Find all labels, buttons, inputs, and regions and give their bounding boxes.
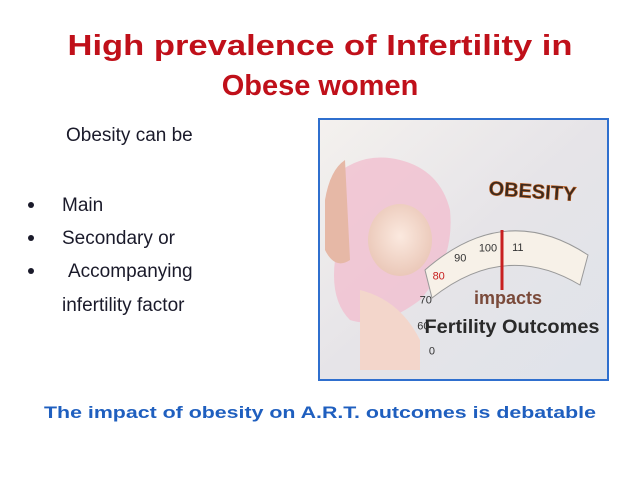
gauge-number: 70 — [420, 294, 432, 306]
arm — [325, 160, 350, 264]
gauge-number: 60 — [417, 321, 429, 333]
gauge-number: 0 — [429, 346, 435, 358]
baby-face — [368, 204, 432, 276]
bullet: Secondary or — [62, 228, 176, 249]
image-caption: impacts — [474, 288, 542, 308]
gauge-number: 100 — [479, 243, 497, 255]
baby-body — [360, 290, 420, 370]
bullet-dot — [28, 268, 34, 274]
gauge-number: 80 — [433, 271, 445, 283]
title-line: High prevalence of Infertility in — [68, 30, 573, 62]
continuation: infertility factor — [62, 295, 185, 316]
gauge-number: 90 — [454, 253, 466, 265]
intro: Obesity can be — [66, 125, 193, 146]
bullet: Main — [62, 195, 103, 216]
bullet-dot — [28, 235, 34, 241]
bullet: Accompanying — [68, 261, 193, 282]
footer: The impact of obesity on A.R.T. outcomes… — [44, 403, 596, 422]
gauge-number: 11 — [512, 242, 523, 254]
image-caption: Fertility Outcomes — [425, 317, 600, 338]
title-line: Obese women — [222, 70, 419, 102]
bullet-dot — [28, 202, 34, 208]
gauge — [424, 230, 589, 299]
